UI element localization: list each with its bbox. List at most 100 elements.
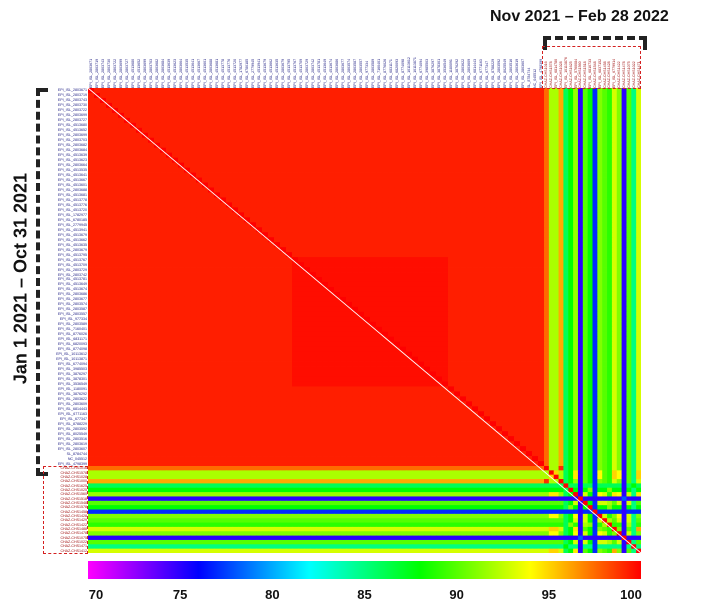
row-label: EPI_ISL_3985503 [57,367,87,371]
heatmap-cell [166,281,173,288]
heatmap-cell [94,177,101,183]
heatmap-cell [621,137,627,144]
heatmap-cell [286,321,293,328]
heatmap-cell [442,252,449,258]
heatmap-cell [262,286,269,293]
heatmap-cell [220,152,227,159]
heatmap-cell [514,291,521,298]
heatmap-cell [178,187,185,193]
heatmap-cell [616,187,622,193]
heatmap-cell [268,162,275,168]
heatmap-cell [424,142,431,149]
heatmap-cell [334,207,341,213]
heatmap-cell [328,331,335,338]
heatmap-cell [166,182,173,188]
row-label: CHAZ-CHS1488 [60,527,87,532]
heatmap-cell [577,277,584,283]
heatmap-cell [607,222,613,228]
heatmap-cell [582,142,589,149]
heatmap-cell [310,137,317,144]
heatmap-cell [220,331,227,338]
heatmap-cell [597,122,603,129]
heatmap-cell [602,212,608,218]
heatmap-cell [448,262,455,268]
heatmap-cell [196,257,203,263]
heatmap-cell [400,167,407,173]
heatmap-cell [154,102,161,109]
heatmap-cell [364,117,371,124]
heatmap-cell [636,222,641,228]
heatmap-cell [166,301,173,308]
heatmap-cell [587,147,593,154]
heatmap-cell [592,187,598,193]
heatmap-cell [568,227,574,233]
heatmap-cell [226,202,233,208]
heatmap-cell [172,222,179,228]
heatmap-cell [412,192,419,198]
heatmap-cell [262,242,269,248]
heatmap-cell [548,227,555,233]
heatmap-cell [280,257,287,263]
heatmap-cell [592,107,598,114]
heatmap-cell [256,202,263,208]
heatmap-cell [573,242,579,248]
heatmap-cell [592,192,598,198]
heatmap-cell [442,182,449,188]
column-label: EPI_ISL_4513623 [173,58,177,88]
heatmap-cell [184,227,191,233]
heatmap-cell [454,97,461,104]
heatmap-cell [358,142,365,149]
heatmap-cell [124,242,131,248]
heatmap-cell [298,147,305,154]
heatmap-cell [262,247,269,253]
heatmap-cell [226,331,233,338]
heatmap-cell [636,167,641,173]
heatmap-cell [611,147,618,154]
heatmap-cell [388,132,395,139]
heatmap-cell [568,281,574,288]
heatmap-cell [412,321,419,328]
heatmap-cell [154,291,161,298]
heatmap-cell [220,182,227,188]
heatmap-cell [621,296,627,303]
heatmap-cell [298,202,305,208]
heatmap-cell [394,122,401,129]
column-label: EPI_ISL_4513767 [293,58,297,88]
heatmap-cell [274,262,281,268]
heatmap-cell [310,286,317,293]
heatmap-cell [328,192,335,198]
heatmap-cell [538,232,545,238]
heatmap-cell [154,212,161,218]
heatmap-cell [184,291,191,298]
heatmap-cell [178,316,185,323]
heatmap-cell [597,316,603,323]
heatmap-cell [436,88,443,94]
heatmap-cell [597,137,603,144]
heatmap-cell [220,102,227,109]
heatmap-cell [508,281,515,288]
heatmap-cell [442,207,449,213]
heatmap-cell [418,281,425,288]
heatmap-cell [304,212,311,218]
heatmap-cell [238,281,245,288]
heatmap-cell [454,127,461,134]
heatmap-cell [286,227,293,233]
heatmap-cell [352,252,359,258]
heatmap-cell [304,301,311,308]
heatmap-cell [280,187,287,193]
heatmap-cell [154,222,161,228]
heatmap-cell [322,247,329,253]
heatmap-cell [340,257,347,263]
heatmap-cell [394,252,401,258]
heatmap-cell [538,262,545,268]
heatmap-cell [514,97,521,104]
heatmap-cell [592,222,598,228]
heatmap-cell [376,311,383,318]
heatmap-cell [370,286,377,293]
heatmap-cell [364,147,371,154]
heatmap-cell [256,262,263,268]
heatmap-cell [424,122,431,129]
heatmap-cell [436,291,443,298]
heatmap-cell [532,112,539,119]
heatmap-cell [514,262,521,268]
